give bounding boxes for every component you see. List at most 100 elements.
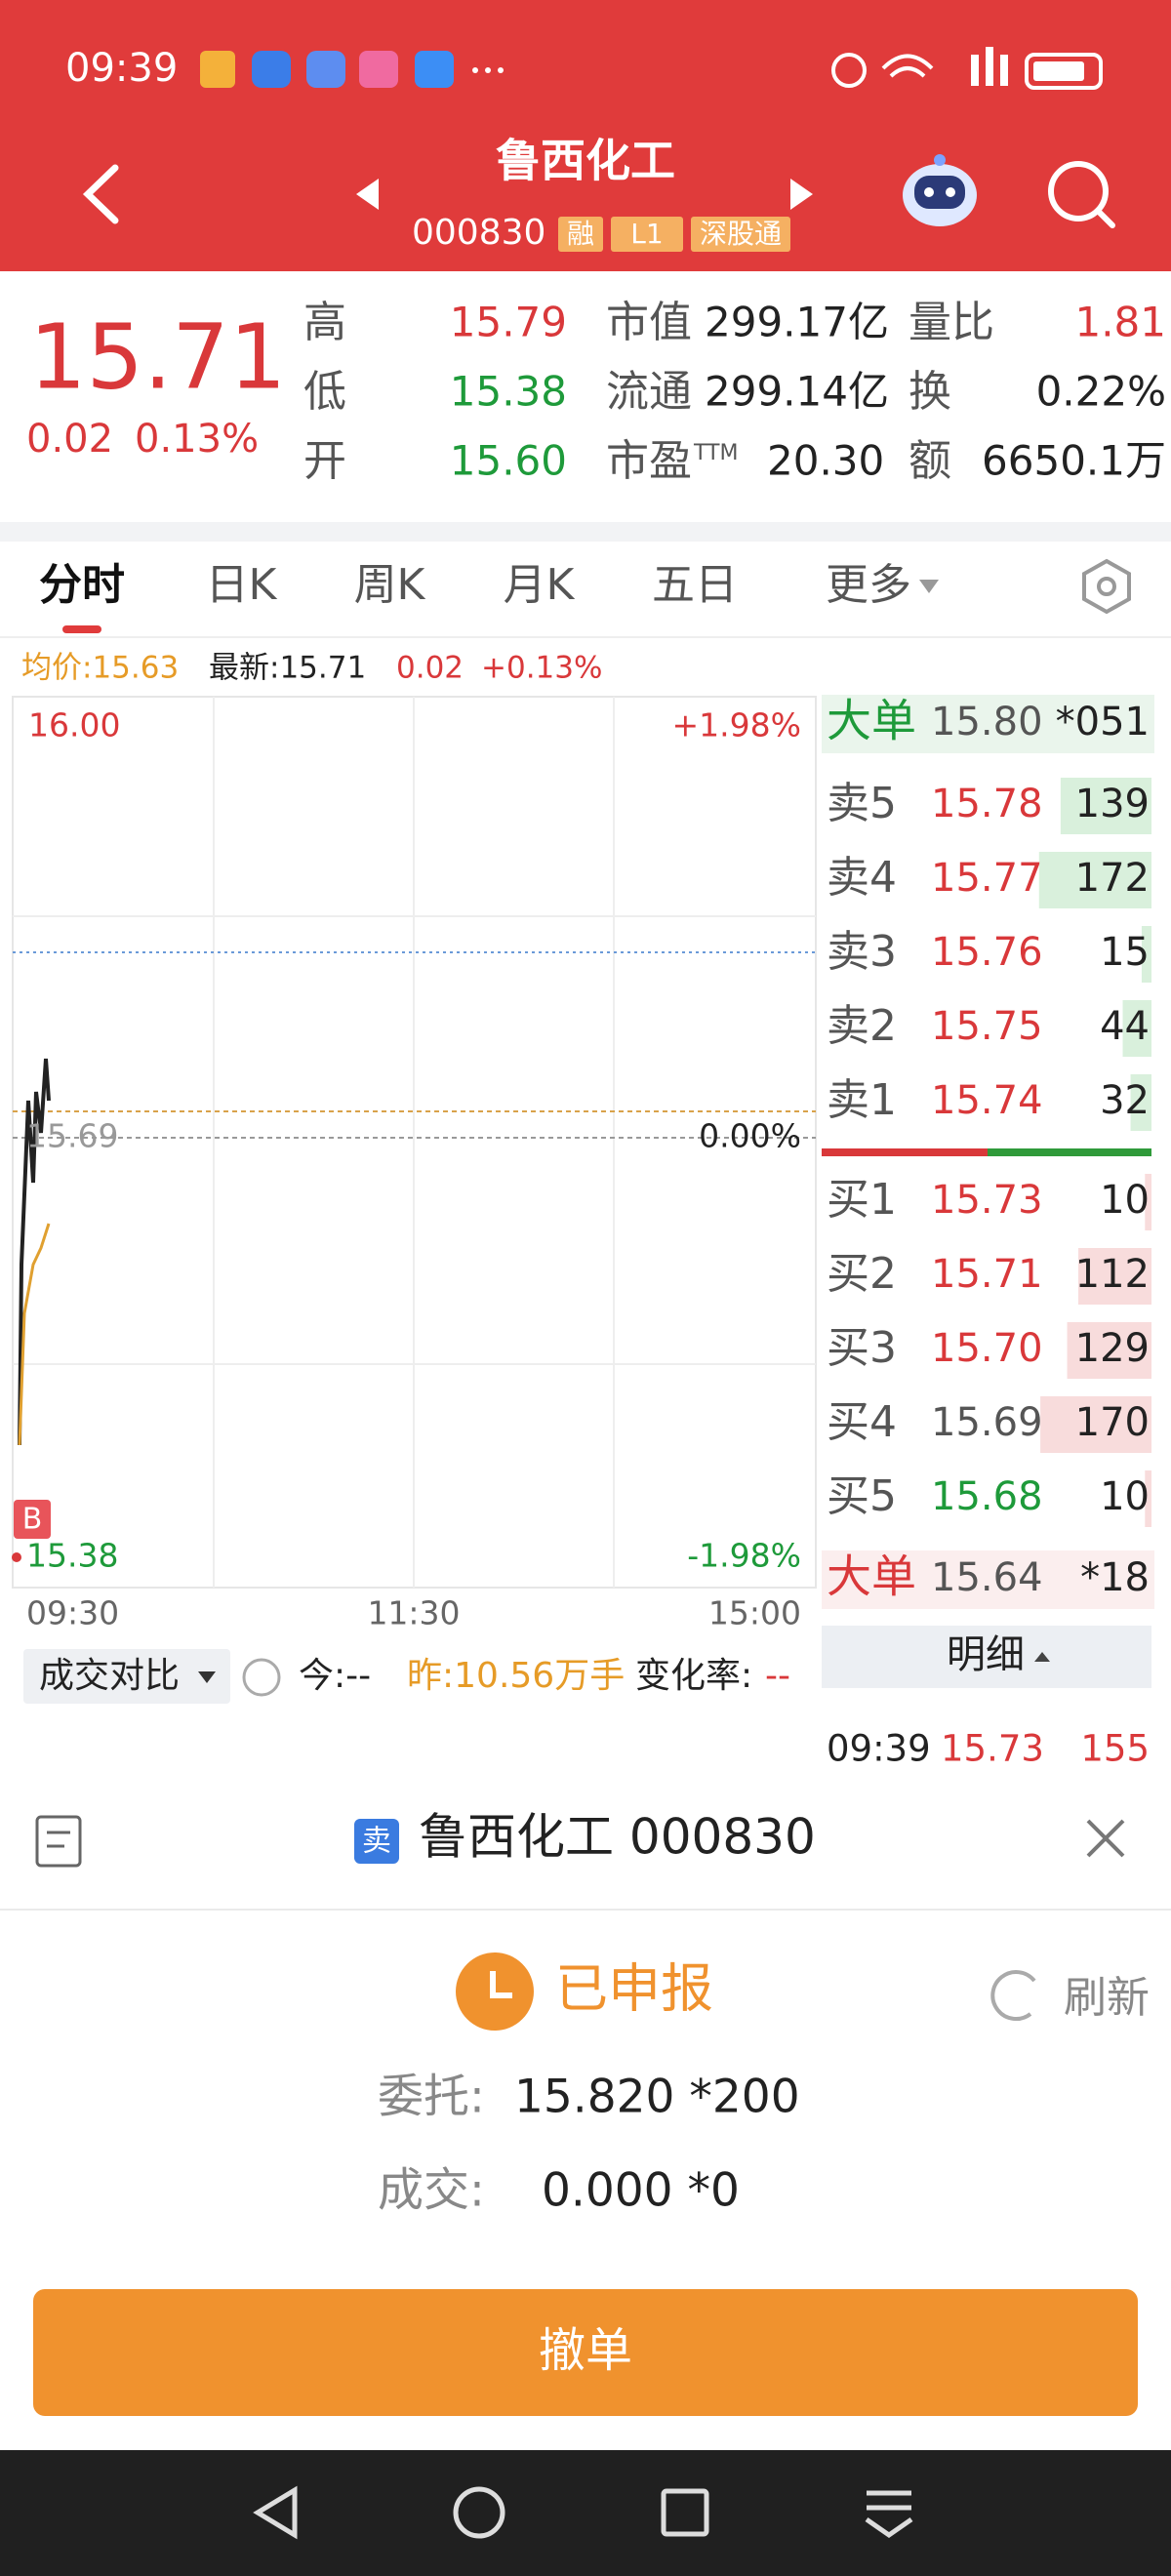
- time-label: 15:00: [708, 1594, 801, 1632]
- tag: 深股通: [700, 218, 782, 250]
- level-price: 15.71: [931, 1252, 1043, 1297]
- level-volume: 10: [1100, 1474, 1150, 1519]
- compare-dropdown[interactable]: [23, 1649, 230, 1704]
- stat-value: 299.17亿: [705, 299, 889, 346]
- stat-label: 开: [303, 436, 346, 486]
- order-book: 大单 15.80 *051 卖5 15.78 139 卖4 15.77 172 卖3 15.76 15…: [822, 695, 1154, 1609]
- sheet-title: 鲁西化工 000830: [419, 1809, 816, 1866]
- stat-value: 0.22%: [1036, 368, 1166, 416]
- y-bottom-pct: -1.98%: [687, 1537, 801, 1575]
- side-badge: [354, 1819, 399, 1864]
- volume-bar: [1145, 1470, 1151, 1527]
- stat-value: 15.79: [450, 299, 567, 346]
- stat-label: 额: [909, 436, 951, 486]
- latest-price: 最新:15.71: [209, 651, 366, 686]
- stat-value: 20.30: [767, 437, 884, 485]
- stat-label-sup: TTM: [693, 441, 738, 465]
- level-price: 15.73: [931, 1178, 1043, 1223]
- level-volume: 44: [1100, 1004, 1150, 1049]
- stat-value: 6650.1万: [982, 437, 1166, 485]
- stat-label: 量比: [909, 298, 994, 347]
- price-change: 0.02: [26, 417, 113, 462]
- level-volume: 129: [1075, 1326, 1150, 1371]
- tab[interactable]: 五日: [652, 560, 738, 610]
- stat-value: 15.60: [450, 437, 567, 485]
- last-price: 15.71: [29, 304, 286, 409]
- nav-back[interactable]: [253, 2485, 298, 2540]
- back-button[interactable]: [82, 164, 119, 224]
- tab[interactable]: 日K: [206, 560, 278, 610]
- status-icon: [456, 1952, 534, 2031]
- entrust-label: 委托:: [378, 2071, 485, 2124]
- volume-bar: [1040, 1396, 1151, 1453]
- level-label: 买5: [827, 1471, 897, 1521]
- compare-label: 成交对比: [39, 1656, 180, 1696]
- stat-label: 低: [303, 367, 346, 417]
- big-order-price: 15.64: [931, 1555, 1043, 1600]
- tag: 融: [567, 218, 594, 250]
- stat-label: 换: [909, 367, 951, 417]
- compare-rate: --: [765, 1656, 790, 1696]
- y-mid-pct: 0.00%: [699, 1117, 801, 1155]
- level-label: 买1: [827, 1175, 897, 1225]
- divider-red: [822, 1148, 988, 1156]
- time-label: 09:30: [26, 1594, 119, 1632]
- next-stock[interactable]: [790, 179, 813, 210]
- big-order-volume: *051: [1056, 700, 1150, 745]
- side-label: 卖: [362, 1825, 391, 1859]
- prev-stock[interactable]: [356, 179, 379, 210]
- level-price: 15.78: [931, 782, 1043, 826]
- dot: [12, 1552, 21, 1562]
- y-bottom-label: 15.38: [26, 1537, 118, 1575]
- price-change-pct: 0.13%: [135, 417, 259, 462]
- dropdown-arrow: [198, 1671, 216, 1683]
- level-label: 卖4: [827, 853, 897, 903]
- trade-volume: 155: [1080, 1728, 1150, 1770]
- volume-bar: [1141, 926, 1151, 983]
- tab[interactable]: 更多: [826, 560, 911, 610]
- stat-value: 299.14亿: [705, 368, 889, 416]
- tab-indicator: [62, 625, 101, 633]
- level-price: 15.68: [931, 1474, 1043, 1519]
- nav-recent[interactable]: [661, 2488, 709, 2537]
- status-icons: [200, 47, 1103, 90]
- refresh-icon[interactable]: [990, 1970, 1036, 2022]
- detail-label: 明细: [947, 1632, 1025, 1677]
- tab[interactable]: 月K: [504, 560, 576, 610]
- close-button[interactable]: [1086, 1819, 1125, 1858]
- tab[interactable]: 分时: [39, 560, 125, 610]
- entrust-value: 15.820 *200: [514, 2071, 800, 2124]
- chart-tabs: 分时 日K 周K 月K 五日 更多: [39, 560, 939, 633]
- volume-bar: [1067, 1322, 1151, 1379]
- y-top-label: 16.00: [28, 706, 120, 745]
- refresh-label[interactable]: 刷新: [1064, 1973, 1150, 2023]
- settings-button[interactable]: [1082, 558, 1131, 615]
- stat-label: 高: [303, 298, 346, 347]
- deal-value: 0.000 *0: [542, 2164, 740, 2218]
- search-button[interactable]: [1048, 161, 1115, 228]
- nav-menu[interactable]: [865, 2490, 913, 2539]
- cancel-label: 撤单: [539, 2323, 632, 2378]
- big-order-volume: *18: [1080, 1555, 1150, 1600]
- trade-price: 15.73: [941, 1728, 1044, 1770]
- separator: [0, 522, 1171, 542]
- big-order-price: 15.80: [931, 700, 1043, 745]
- buy-marker: B: [22, 1503, 43, 1537]
- latest-change: 0.02: [396, 651, 464, 686]
- detail-button[interactable]: [822, 1626, 1151, 1688]
- compare-rate-label: 变化率:: [635, 1656, 752, 1696]
- tab[interactable]: 周K: [354, 560, 426, 610]
- level-label: 卖2: [827, 1001, 897, 1051]
- nav-home[interactable]: [453, 2486, 505, 2539]
- stock-code: 000830: [412, 213, 545, 253]
- level-price: 15.70: [931, 1326, 1043, 1371]
- robot-button[interactable]: [903, 154, 977, 226]
- tag-bg: [691, 217, 790, 252]
- stat-label: 流通: [606, 367, 692, 417]
- note-icon[interactable]: [35, 1815, 82, 1868]
- big-order-bg: [822, 1550, 1154, 1609]
- cancel-button[interactable]: [33, 2289, 1138, 2416]
- detail-arrow: [1034, 1652, 1050, 1662]
- help-icon[interactable]: [242, 1658, 281, 1697]
